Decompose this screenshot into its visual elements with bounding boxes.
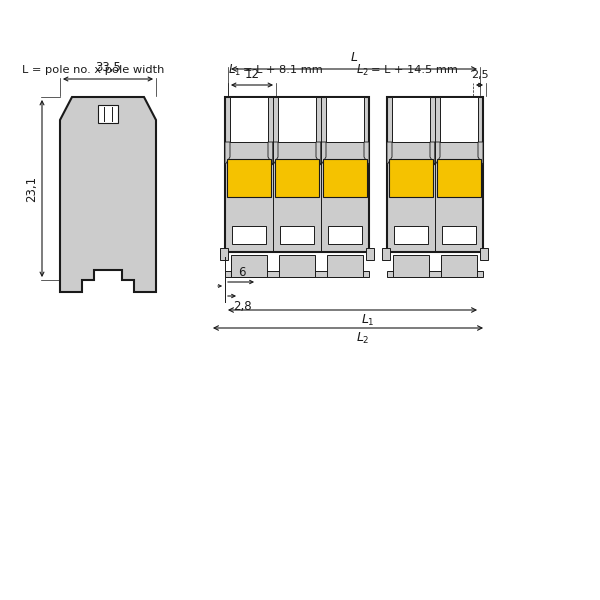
Bar	[441, 255, 477, 277]
Polygon shape	[225, 142, 230, 165]
Bar	[98, 105, 118, 123]
Bar	[394, 226, 428, 244]
Text: L = pole no. x pole width: L = pole no. x pole width	[22, 65, 164, 75]
Bar	[328, 226, 362, 244]
Text: 2,8: 2,8	[233, 300, 251, 313]
Text: $L_1$: $L_1$	[361, 313, 374, 328]
Polygon shape	[321, 142, 326, 165]
Bar	[232, 226, 266, 244]
Polygon shape	[268, 142, 273, 165]
Polygon shape	[387, 142, 392, 165]
Bar	[480, 248, 488, 260]
Bar	[326, 97, 364, 142]
Polygon shape	[273, 142, 278, 165]
Polygon shape	[435, 142, 440, 165]
Text: 6: 6	[238, 266, 246, 279]
Text: = L + 8.1 mm: = L + 8.1 mm	[243, 65, 323, 75]
Bar	[279, 255, 315, 277]
Polygon shape	[60, 97, 156, 292]
Bar	[387, 271, 483, 277]
Text: $L_1$: $L_1$	[228, 62, 241, 77]
Bar	[225, 271, 369, 277]
Polygon shape	[478, 142, 483, 165]
Bar	[387, 97, 483, 252]
Polygon shape	[430, 142, 435, 165]
Polygon shape	[364, 142, 369, 165]
Bar	[393, 255, 429, 277]
Text: 12: 12	[245, 68, 260, 81]
Bar	[392, 97, 430, 142]
Text: = L + 14.5 mm: = L + 14.5 mm	[371, 65, 458, 75]
Bar	[323, 159, 367, 197]
Bar	[220, 248, 228, 260]
Text: 23,1: 23,1	[25, 176, 38, 202]
Bar	[227, 159, 271, 197]
Polygon shape	[316, 142, 321, 165]
Bar	[382, 248, 390, 260]
Bar	[389, 159, 433, 197]
Bar	[280, 226, 314, 244]
Text: 2,5: 2,5	[470, 70, 488, 80]
Text: $L_2$: $L_2$	[356, 331, 370, 346]
Text: $L_2$: $L_2$	[356, 62, 369, 77]
Bar	[231, 255, 267, 277]
Text: 33,5: 33,5	[95, 61, 121, 74]
Bar	[437, 159, 481, 197]
Bar	[275, 159, 319, 197]
Text: L: L	[350, 51, 358, 64]
Bar	[440, 97, 478, 142]
Bar	[278, 97, 316, 142]
Bar	[327, 255, 363, 277]
Bar	[225, 97, 369, 252]
Bar	[366, 248, 374, 260]
Bar	[230, 97, 268, 142]
Bar	[442, 226, 476, 244]
